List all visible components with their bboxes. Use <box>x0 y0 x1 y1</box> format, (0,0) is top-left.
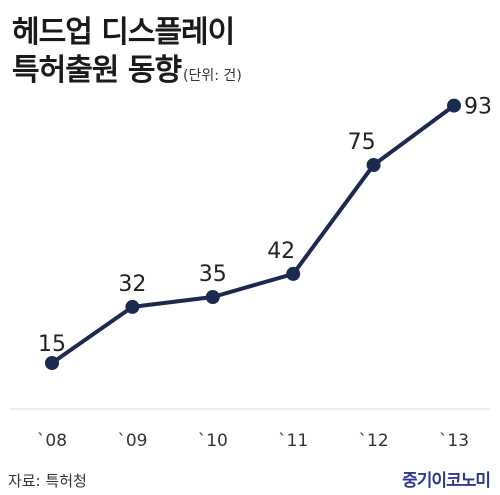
data-label: 75 <box>348 130 376 155</box>
x-tick-label: `09 <box>117 431 147 451</box>
data-label: 42 <box>267 239 295 264</box>
x-tick-label: `12 <box>359 431 389 451</box>
chart-title-line1: 헤드업 디스플레이 <box>12 15 235 50</box>
x-tick-labels: `08 `09 `10 `11 `12 `13 <box>37 431 469 451</box>
data-point <box>366 158 381 172</box>
data-point <box>45 356 59 370</box>
x-tick-label: `11 <box>278 431 308 451</box>
x-tick-label: `13 <box>439 431 469 451</box>
unit-label: (단위: 건) <box>183 68 242 84</box>
data-labels: 15 32 35 42 75 93 <box>38 95 492 357</box>
data-label: 15 <box>38 332 66 357</box>
data-points <box>45 98 461 370</box>
chart-title: 헤드업 디스플레이 특허출원 동향 (단위: 건) <box>12 14 242 95</box>
data-point <box>447 98 461 113</box>
data-point <box>286 266 301 281</box>
source-note: 자료: 특허청 <box>8 472 87 490</box>
series-line <box>50 103 456 365</box>
data-point <box>125 299 140 314</box>
data-point <box>205 290 220 304</box>
data-label: 32 <box>118 272 146 297</box>
x-tick-label: `08 <box>37 431 67 451</box>
data-label: 93 <box>464 95 492 120</box>
data-label: 35 <box>199 262 227 287</box>
chart-title-line2-text: 특허출원 동향 <box>12 53 182 88</box>
brand-logo: 중기이코노미 <box>402 471 491 491</box>
chart-title-line2: 특허출원 동향 (단위: 건) <box>12 52 242 95</box>
x-tick-label: `10 <box>198 431 228 451</box>
